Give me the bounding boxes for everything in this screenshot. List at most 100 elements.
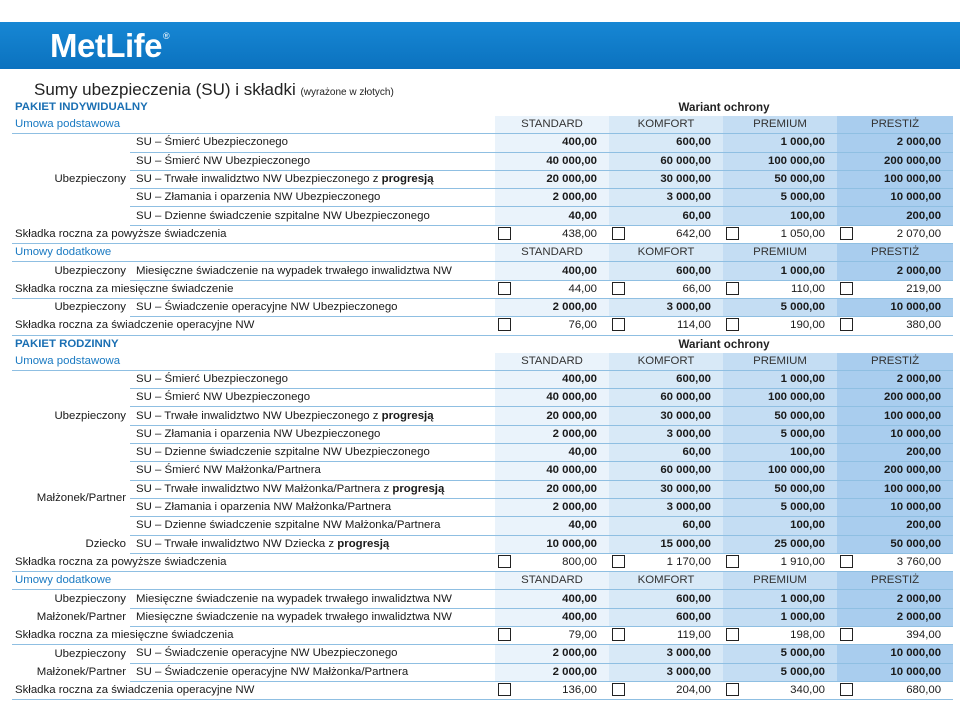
value-cell: 15 000,00 (609, 535, 723, 554)
value-cell: 60,00 (609, 206, 723, 226)
value-cell: 30 000,00 (609, 480, 723, 499)
variant-checkbox[interactable] (726, 554, 739, 568)
value-cell: 2 000,00 (495, 298, 609, 318)
variant-checkbox[interactable] (498, 281, 511, 295)
premium-cell: 79,00 (495, 626, 609, 646)
value-cell: 40 000,00 (495, 152, 609, 171)
insured-group-label: Małżonek/Partner (36, 610, 126, 623)
progression-label: progresją (381, 173, 434, 186)
premium-cell: 2 070,00 (837, 225, 954, 245)
variant-checkbox[interactable] (498, 682, 511, 696)
variant-checkbox[interactable] (612, 682, 625, 696)
premium-cell: 1 050,00 (723, 225, 837, 245)
variant-checkbox[interactable] (840, 281, 853, 295)
premium-value: 394,00 (906, 629, 942, 642)
premium-value: 76,00 (568, 319, 597, 332)
value-cell: 2 000,00 (495, 644, 609, 664)
variant-title: Wariant ochrony (678, 337, 770, 351)
premium-value: 800,00 (562, 555, 597, 568)
premium-row: Składka roczna za miesięczne świadczenie… (12, 280, 954, 299)
value-cell: 100,00 (723, 206, 837, 226)
variant-checkbox[interactable] (726, 281, 739, 295)
variant-checkbox[interactable] (726, 628, 739, 642)
premium-cell: 66,00 (609, 280, 723, 299)
variant-checkbox[interactable] (726, 682, 739, 696)
premium-label: Składka roczna za miesięczne świadczenia (12, 626, 495, 646)
value-cell: 50 000,00 (723, 170, 837, 190)
variant-checkbox[interactable] (498, 226, 511, 240)
variant-checkbox[interactable] (612, 281, 625, 295)
premium-value: 380,00 (906, 319, 942, 332)
variant-checkbox[interactable] (498, 554, 511, 568)
coverage-description: SU – Trwałe inwalidztwo NW Ubezpieczoneg… (130, 406, 495, 426)
value-cell: 3 000,00 (609, 188, 723, 208)
variant-checkbox[interactable] (840, 628, 853, 642)
premium-value: 642,00 (676, 227, 711, 240)
value-cell: 30 000,00 (609, 406, 723, 426)
variant-checkbox[interactable] (726, 318, 739, 332)
variant-checkbox[interactable] (498, 628, 511, 642)
section-header-row: PAKIET RODZINNY Wariant ochrony (12, 335, 953, 353)
coverage-description: SU – Dzienne świadczenie szpitalne NW Ub… (130, 443, 495, 463)
column-header: KOMFORT (609, 116, 723, 135)
variant-checkbox[interactable] (840, 682, 853, 696)
table-row: Ubezpieczony Miesięczne świadczenie na wy… (12, 261, 954, 281)
value-cell: 10 000,00 (495, 535, 609, 554)
column-header: PRESTIŻ (837, 243, 954, 263)
coverage-description: SU – Trwałe inwalidztwo NW Małżonka/Part… (130, 480, 495, 499)
table-row: Ubezpieczony SU – Śmierć Ubezpieczonego 40… (12, 133, 954, 185)
header-banner (0, 22, 960, 69)
title-main: Sumy ubezpieczenia (SU) i składki (34, 80, 296, 99)
column-header: PREMIUM (723, 352, 837, 371)
value-cell: 100 000,00 (837, 406, 954, 426)
premium-value: 198,00 (790, 629, 825, 642)
variant-checkbox[interactable] (612, 318, 625, 332)
value-cell: 5 000,00 (723, 298, 837, 318)
coverage-description: SU – Śmierć Ubezpieczonego (130, 370, 495, 390)
premium-value: 1 910,00 (780, 555, 825, 568)
column-header: PRESTIŻ (837, 571, 954, 591)
table-row: SU – Trwałe inwalidztwo NW Małżonka/Part… (12, 480, 954, 499)
insured-group-label: Ubezpieczony (54, 301, 126, 314)
variant-checkbox[interactable] (612, 628, 625, 642)
subheader-row: Umowy dodatkowe STANDARD KOMFORT PREMIUM PRE… (12, 243, 954, 263)
value-cell: 600,00 (609, 261, 723, 281)
premium-cell: 110,00 (723, 280, 837, 299)
insurance-table: PAKIET INDYWIDUALNY Wariant ochrony Umowa … (12, 99, 954, 701)
coverage-description: SU – Trwałe inwalidztwo NW Ubezpieczoneg… (130, 170, 495, 190)
table-row: Ubezpieczony SU – Świadczenie operacyjne … (12, 298, 954, 318)
coverage-description: Miesięczne świadczenie na wypadek trwałe… (130, 261, 495, 281)
coverage-description: SU – Świadczenie operacyjne NW Ubezpiecz… (130, 298, 495, 318)
subheader-row: Umowy dodatkowe STANDARD KOMFORT PREMIUM PRE… (12, 571, 954, 591)
value-cell: 1 000,00 (723, 133, 837, 153)
premium-cell: 438,00 (495, 225, 609, 245)
value-cell: 60 000,00 (609, 152, 723, 171)
value-cell: 40 000,00 (495, 388, 609, 408)
premium-value: 1 050,00 (780, 227, 825, 240)
value-cell: 2 000,00 (837, 133, 954, 153)
value-cell: 1 000,00 (723, 370, 837, 390)
variant-checkbox[interactable] (840, 226, 853, 240)
variant-checkbox[interactable] (612, 226, 625, 240)
premium-cell: 380,00 (837, 316, 954, 336)
insured-group-label: Ubezpieczony (54, 647, 126, 660)
table-row: Dziecko SU – Trwałe inwalidztwo NW Dzieck… (12, 535, 954, 554)
premium-label: Składka roczna za miesięczne świadczenie (12, 280, 495, 299)
premium-cell: 1 170,00 (609, 553, 723, 573)
value-cell: 60 000,00 (609, 388, 723, 408)
value-cell: 2 000,00 (495, 425, 609, 445)
variant-checkbox[interactable] (612, 554, 625, 568)
table-row: Ubezpieczony SU – Świadczenie operacyjne … (12, 644, 954, 664)
variant-checkbox[interactable] (840, 318, 853, 332)
table-row: Małżonek/Partner SU – Świadczenie operacy… (12, 663, 954, 682)
variant-checkbox[interactable] (726, 226, 739, 240)
value-cell: 40,00 (495, 206, 609, 226)
table-row: SU – Trwałe inwalidztwo NW Ubezpieczoneg… (12, 170, 954, 190)
variant-checkbox[interactable] (498, 318, 511, 332)
value-cell: 10 000,00 (837, 498, 954, 518)
variant-checkbox[interactable] (840, 554, 853, 568)
column-header: KOMFORT (609, 352, 723, 371)
value-cell: 400,00 (495, 261, 609, 281)
premium-cell: 190,00 (723, 316, 837, 336)
insured-group-label: Małżonek/Partner (36, 491, 126, 504)
